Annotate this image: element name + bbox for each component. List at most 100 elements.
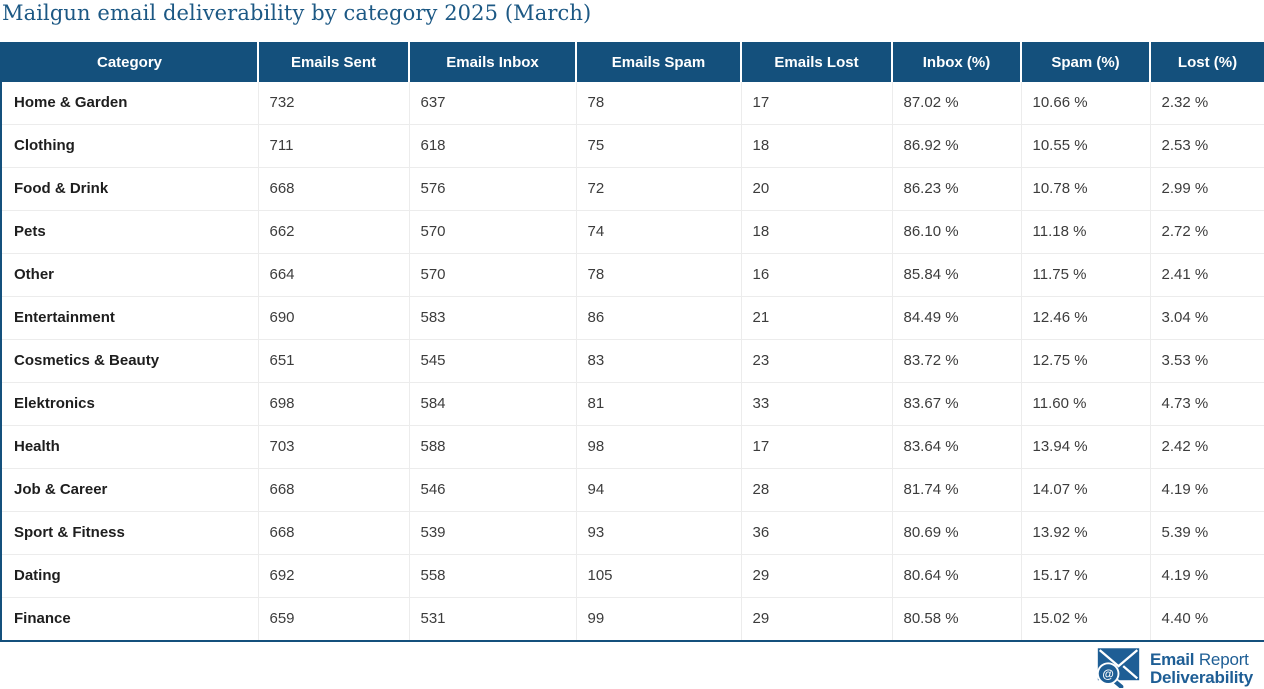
table-row: Pets 662 570 74 18 86.10 % 11.18 % 2.72 … bbox=[1, 210, 1264, 254]
footer: @ Email Report Deliverability bbox=[0, 648, 1264, 689]
category-cell: Home & Garden bbox=[1, 82, 259, 125]
value-cell: 588 bbox=[409, 425, 577, 469]
header-cell-emails-lost: Emails Lost bbox=[741, 42, 893, 82]
value-cell: 637 bbox=[409, 82, 577, 125]
value-cell: 651 bbox=[258, 339, 410, 383]
header-cell-lost-pct: Lost (%) bbox=[1150, 42, 1264, 82]
value-cell: 4.73 % bbox=[1150, 382, 1264, 426]
value-cell: 546 bbox=[409, 468, 577, 512]
value-cell: 3.53 % bbox=[1150, 339, 1264, 383]
value-cell: 692 bbox=[258, 554, 410, 598]
value-cell: 83.67 % bbox=[892, 382, 1022, 426]
table-row: Dating 692 558 105 29 80.64 % 15.17 % 4.… bbox=[1, 554, 1264, 598]
category-cell: Elektronics bbox=[1, 382, 259, 426]
value-cell: 87.02 % bbox=[892, 82, 1022, 125]
value-cell: 72 bbox=[576, 167, 742, 211]
category-cell: Entertainment bbox=[1, 296, 259, 340]
value-cell: 18 bbox=[741, 124, 893, 168]
envelope-magnifier-icon: @ bbox=[1096, 648, 1140, 688]
value-cell: 23 bbox=[741, 339, 893, 383]
category-cell: Cosmetics & Beauty bbox=[1, 339, 259, 383]
value-cell: 668 bbox=[258, 511, 410, 555]
value-cell: 732 bbox=[258, 82, 410, 125]
value-cell: 86.92 % bbox=[892, 124, 1022, 168]
value-cell: 2.99 % bbox=[1150, 167, 1264, 211]
value-cell: 80.69 % bbox=[892, 511, 1022, 555]
value-cell: 94 bbox=[576, 468, 742, 512]
value-cell: 86.10 % bbox=[892, 210, 1022, 254]
category-cell: Other bbox=[1, 253, 259, 297]
value-cell: 16 bbox=[741, 253, 893, 297]
value-cell: 15.02 % bbox=[1021, 597, 1151, 641]
table-row: Clothing 711 618 75 18 86.92 % 10.55 % 2… bbox=[1, 124, 1264, 168]
value-cell: 4.19 % bbox=[1150, 468, 1264, 512]
value-cell: 84.49 % bbox=[892, 296, 1022, 340]
category-cell: Dating bbox=[1, 554, 259, 598]
category-cell: Finance bbox=[1, 597, 259, 641]
category-cell: Sport & Fitness bbox=[1, 511, 259, 555]
value-cell: 4.40 % bbox=[1150, 597, 1264, 641]
value-cell: 13.92 % bbox=[1021, 511, 1151, 555]
value-cell: 664 bbox=[258, 253, 410, 297]
value-cell: 2.41 % bbox=[1150, 253, 1264, 297]
category-cell: Clothing bbox=[1, 124, 259, 168]
value-cell: 2.72 % bbox=[1150, 210, 1264, 254]
value-cell: 539 bbox=[409, 511, 577, 555]
value-cell: 11.60 % bbox=[1021, 382, 1151, 426]
value-cell: 4.19 % bbox=[1150, 554, 1264, 598]
category-cell: Pets bbox=[1, 210, 259, 254]
value-cell: 2.32 % bbox=[1150, 82, 1264, 125]
table-row: Elektronics 698 584 81 33 83.67 % 11.60 … bbox=[1, 382, 1264, 426]
value-cell: 2.53 % bbox=[1150, 124, 1264, 168]
value-cell: 11.75 % bbox=[1021, 253, 1151, 297]
value-cell: 659 bbox=[258, 597, 410, 641]
value-cell: 12.75 % bbox=[1021, 339, 1151, 383]
value-cell: 99 bbox=[576, 597, 742, 641]
category-cell: Health bbox=[1, 425, 259, 469]
logo-text: Email Report Deliverability bbox=[1150, 649, 1253, 687]
value-cell: 583 bbox=[409, 296, 577, 340]
page-title: Mailgun email deliverability by category… bbox=[2, 1, 592, 25]
value-cell: 618 bbox=[409, 124, 577, 168]
value-cell: 29 bbox=[741, 554, 893, 598]
value-cell: 2.42 % bbox=[1150, 425, 1264, 469]
table-header-row: Category Emails Sent Emails Inbox Emails… bbox=[1, 42, 1264, 82]
header-cell-emails-sent: Emails Sent bbox=[258, 42, 410, 82]
at-symbol: @ bbox=[1102, 668, 1113, 681]
value-cell: 10.66 % bbox=[1021, 82, 1151, 125]
value-cell: 570 bbox=[409, 210, 577, 254]
table-row: Health 703 588 98 17 83.64 % 13.94 % 2.4… bbox=[1, 425, 1264, 469]
value-cell: 105 bbox=[576, 554, 742, 598]
logo-line1: Email Report bbox=[1149, 650, 1249, 669]
value-cell: 703 bbox=[258, 425, 410, 469]
table-row: Food & Drink 668 576 72 20 86.23 % 10.78… bbox=[1, 167, 1264, 211]
value-cell: 29 bbox=[741, 597, 893, 641]
value-cell: 14.07 % bbox=[1021, 468, 1151, 512]
value-cell: 86 bbox=[576, 296, 742, 340]
value-cell: 28 bbox=[741, 468, 893, 512]
value-cell: 78 bbox=[576, 253, 742, 297]
footer-logo[interactable]: @ Email Report Deliverability bbox=[1095, 648, 1253, 688]
value-cell: 80.64 % bbox=[892, 554, 1022, 598]
value-cell: 13.94 % bbox=[1021, 425, 1151, 469]
value-cell: 576 bbox=[409, 167, 577, 211]
value-cell: 80.58 % bbox=[892, 597, 1022, 641]
value-cell: 83 bbox=[576, 339, 742, 383]
value-cell: 81 bbox=[576, 382, 742, 426]
value-cell: 85.84 % bbox=[892, 253, 1022, 297]
table-row: Cosmetics & Beauty 651 545 83 23 83.72 %… bbox=[1, 339, 1264, 383]
value-cell: 3.04 % bbox=[1150, 296, 1264, 340]
category-cell: Food & Drink bbox=[1, 167, 259, 211]
value-cell: 690 bbox=[258, 296, 410, 340]
value-cell: 98 bbox=[576, 425, 742, 469]
value-cell: 668 bbox=[258, 468, 410, 512]
header-cell-emails-spam: Emails Spam bbox=[576, 42, 742, 82]
table-row: Home & Garden 732 637 78 17 87.02 % 10.6… bbox=[1, 82, 1264, 125]
value-cell: 17 bbox=[741, 82, 893, 125]
table-row: Entertainment 690 583 86 21 84.49 % 12.4… bbox=[1, 296, 1264, 340]
category-cell: Job & Career bbox=[1, 468, 259, 512]
value-cell: 21 bbox=[741, 296, 893, 340]
value-cell: 20 bbox=[741, 167, 893, 211]
value-cell: 78 bbox=[576, 82, 742, 125]
value-cell: 11.18 % bbox=[1021, 210, 1151, 254]
